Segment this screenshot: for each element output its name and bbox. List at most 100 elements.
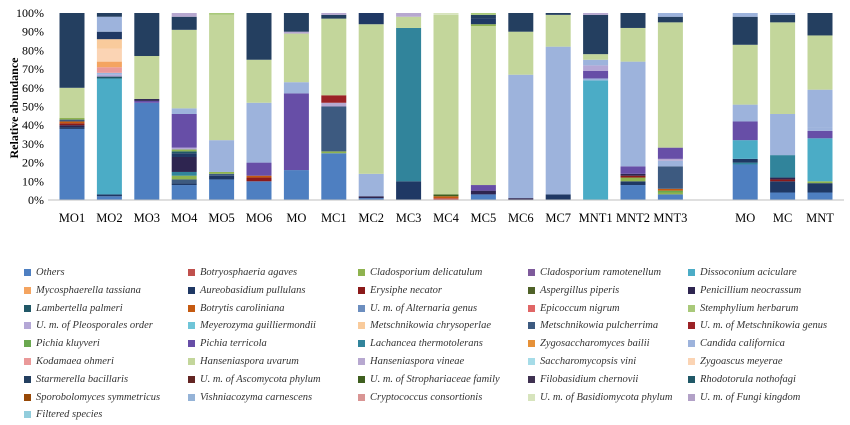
legend-swatch bbox=[528, 358, 535, 365]
bar-segment bbox=[433, 194, 459, 197]
legend-item: Erysiphe necator bbox=[358, 284, 442, 297]
legend-item: Saccharomycopsis vini bbox=[528, 355, 636, 368]
y-tick-label: 80% bbox=[22, 43, 44, 57]
legend-item: Epicoccum nigrum bbox=[528, 302, 620, 315]
x-category-label: MC6 bbox=[508, 211, 534, 225]
bar-segment bbox=[807, 181, 833, 184]
bar-segment bbox=[583, 14, 609, 55]
legend-swatch bbox=[358, 286, 365, 294]
bar-segment bbox=[171, 113, 197, 148]
legend-label: Erysiphe necator bbox=[370, 284, 443, 296]
bar-segment bbox=[209, 13, 235, 15]
legend-swatch bbox=[188, 375, 195, 383]
bar-segment bbox=[283, 82, 309, 94]
bar-segment bbox=[807, 35, 833, 90]
bar-segment bbox=[770, 181, 796, 193]
x-category-label: MO1 bbox=[59, 211, 85, 225]
x-category-label: MNT bbox=[806, 211, 834, 225]
legend-swatch bbox=[358, 322, 365, 330]
bar-segment bbox=[283, 13, 309, 32]
legend-item: Cryptococcus consortionis bbox=[358, 391, 482, 404]
x-category-label: MO5 bbox=[208, 211, 234, 225]
x-category-label: MC2 bbox=[358, 211, 384, 225]
bar-segment bbox=[396, 16, 422, 28]
legend-label: U. m. of Alternaria genus bbox=[370, 302, 478, 314]
x-category-label: MNT1 bbox=[579, 211, 613, 225]
bar-segment bbox=[358, 173, 384, 197]
bar-segment bbox=[657, 166, 683, 189]
legend-swatch bbox=[688, 269, 695, 276]
bar-segment bbox=[171, 108, 197, 114]
bar-segment bbox=[283, 170, 309, 200]
legend-item: U. m. of Strophariaceae family bbox=[358, 373, 500, 386]
legend-item: Pichia kluyveri bbox=[24, 337, 100, 350]
bar-segment bbox=[620, 173, 646, 176]
bar-segment bbox=[583, 59, 609, 66]
bar-segment bbox=[583, 54, 609, 60]
legend-swatch bbox=[24, 304, 31, 312]
bar-segment bbox=[770, 14, 796, 23]
bar-segment bbox=[209, 171, 235, 174]
legend-swatch bbox=[358, 393, 365, 401]
bar-segment bbox=[433, 196, 459, 199]
bar-segment bbox=[732, 13, 758, 17]
bar-segment bbox=[59, 128, 85, 200]
bar-segment bbox=[620, 177, 646, 182]
legend-item: Candida californica bbox=[688, 337, 785, 350]
legend-swatch bbox=[188, 393, 195, 401]
legend-item: Botryosphaeria agaves bbox=[188, 266, 297, 279]
x-category-label: MNT3 bbox=[653, 211, 687, 225]
x-category-label: MC4 bbox=[433, 211, 459, 225]
bar-segment bbox=[807, 192, 833, 200]
bar-segment bbox=[246, 177, 272, 182]
bar-segment bbox=[246, 181, 272, 200]
bar-segment bbox=[770, 22, 796, 114]
legend-label: Aspergillus piperis bbox=[540, 284, 620, 296]
bar-segment bbox=[508, 31, 534, 75]
bar-segment bbox=[545, 13, 571, 15]
legend-label: U. m. of Metschnikowia genus bbox=[700, 320, 828, 332]
legend-item: Dissoconium aciculare bbox=[688, 266, 797, 279]
bar-segment bbox=[209, 140, 235, 172]
legend-swatch bbox=[188, 322, 195, 330]
bar-segment bbox=[807, 89, 833, 128]
bar-segment bbox=[770, 113, 796, 156]
legend-swatch bbox=[24, 286, 31, 294]
bar-segment bbox=[657, 13, 683, 17]
bar-segment bbox=[470, 14, 496, 19]
y-tick-label: 30% bbox=[22, 137, 44, 151]
legend-label: U. m. of Fungi kingdom bbox=[700, 391, 801, 403]
legend-label: Hanseniaspora uvarum bbox=[200, 356, 299, 367]
bar-segment bbox=[96, 76, 122, 79]
x-category-label: MNT2 bbox=[616, 211, 650, 225]
bar-segment bbox=[96, 78, 122, 195]
legend-swatch bbox=[24, 269, 31, 276]
bar-segment bbox=[96, 31, 122, 40]
bar-segment bbox=[620, 27, 646, 62]
bar-segment bbox=[657, 22, 683, 148]
bar-segment bbox=[96, 48, 122, 62]
legend-item: Vishniacozyma carnescens bbox=[188, 391, 312, 404]
bar-segment bbox=[59, 87, 85, 118]
bar-segment bbox=[470, 190, 496, 195]
legend-swatch bbox=[688, 286, 695, 294]
x-category-label: MC1 bbox=[321, 211, 347, 225]
bar-segment bbox=[620, 61, 646, 167]
legend-item: Others bbox=[24, 266, 65, 279]
legend-swatch bbox=[188, 269, 195, 276]
bar-segment bbox=[545, 194, 571, 200]
legend-label: Hanseniaspora vineae bbox=[370, 356, 465, 367]
legend-label: U. m. of Ascomycota phylum bbox=[200, 373, 321, 385]
bar-segment bbox=[171, 29, 197, 109]
bar-segment bbox=[171, 175, 197, 180]
bar-segment bbox=[583, 13, 609, 15]
bar-segment bbox=[470, 24, 496, 27]
bar-segment bbox=[209, 173, 235, 176]
legend-label: Zygosaccharomyces bailii bbox=[540, 338, 650, 350]
legend-item: Hanseniaspora vineae bbox=[358, 355, 464, 368]
y-tick-label: 0% bbox=[28, 193, 44, 207]
legend-label: Stemphylium herbarum bbox=[700, 302, 799, 314]
legend-swatch bbox=[188, 286, 195, 294]
legend-item: U. m. of Fungi kingdom bbox=[688, 391, 800, 404]
bar-segment bbox=[134, 100, 160, 103]
